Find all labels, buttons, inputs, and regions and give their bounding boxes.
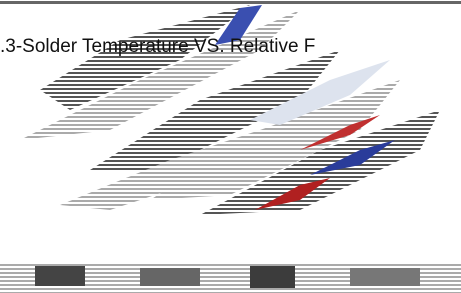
top-rule	[0, 1, 461, 4]
band-block	[35, 266, 85, 286]
caption: .3-Solder Temperature VS. Relative F	[0, 36, 315, 57]
band-block	[140, 268, 200, 286]
bottom-band	[0, 264, 461, 293]
screenshot: .3-Solder Temperature VS. Relative F	[0, 0, 461, 293]
blank-band	[0, 222, 461, 262]
band-block	[250, 266, 295, 288]
band-block	[350, 268, 420, 286]
